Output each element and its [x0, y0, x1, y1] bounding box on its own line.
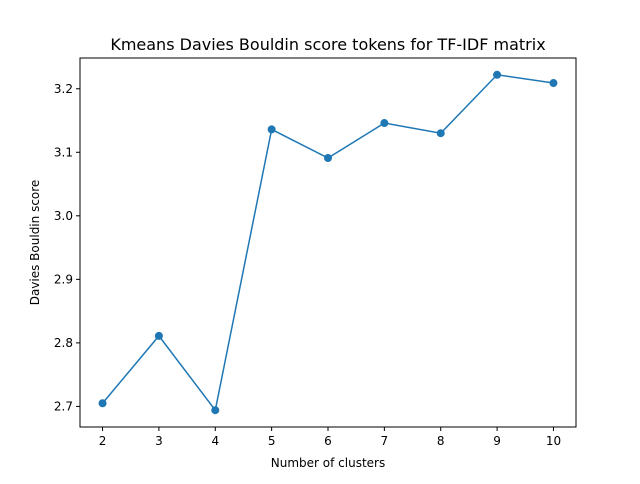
x-tick-label: 10	[546, 434, 561, 448]
x-tick-label: 6	[324, 434, 332, 448]
y-tick-label: 3.1	[54, 145, 73, 159]
x-tick-label: 5	[268, 434, 276, 448]
chart-title: Kmeans Davies Bouldin score tokens for T…	[110, 35, 545, 54]
x-tick-label: 9	[493, 434, 501, 448]
x-tick-label: 8	[437, 434, 445, 448]
y-tick-label: 2.8	[54, 336, 73, 350]
data-point	[98, 399, 107, 408]
data-point	[154, 331, 163, 340]
series-line	[101, 73, 554, 413]
x-axis: 2 3 4 5 6 7 8 9 10	[99, 427, 561, 448]
x-tick-label: 2	[99, 434, 107, 448]
y-tick-label: 2.9	[54, 272, 73, 286]
x-tick-label: 4	[211, 434, 219, 448]
data-point	[267, 125, 276, 134]
x-tick-label: 7	[381, 434, 389, 448]
plot-frame	[79, 57, 577, 428]
data-point	[549, 79, 558, 88]
series-points	[98, 70, 558, 415]
y-axis: 2.7 2.8 2.9 3.0 3.1 3.2	[54, 82, 80, 413]
data-point	[493, 70, 502, 79]
y-axis-label: Davies Bouldin score	[28, 180, 42, 306]
y-tick-label: 3.2	[54, 82, 73, 96]
y-tick-label: 3.0	[54, 209, 73, 223]
data-point	[324, 154, 332, 163]
data-point	[436, 129, 445, 138]
x-tick-label: 3	[155, 434, 163, 448]
data-point	[211, 406, 220, 415]
data-point	[380, 119, 389, 128]
x-axis-label: Number of clusters	[271, 456, 385, 470]
y-tick-label: 2.7	[54, 399, 73, 413]
